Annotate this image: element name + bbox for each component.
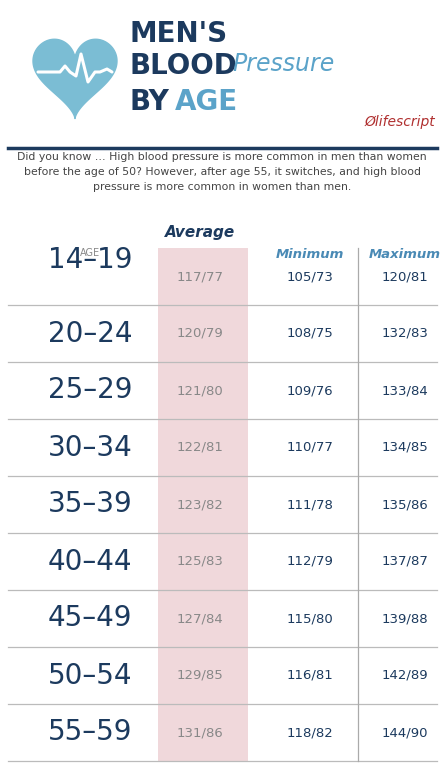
- Text: 123/82: 123/82: [177, 498, 223, 511]
- Text: AGE: AGE: [175, 88, 238, 116]
- Text: 133/84: 133/84: [382, 384, 429, 397]
- Text: BY: BY: [130, 88, 170, 116]
- Text: 134/85: 134/85: [382, 441, 429, 454]
- Text: Pressure: Pressure: [232, 52, 334, 76]
- Text: 112/79: 112/79: [287, 555, 333, 568]
- Text: 35–39: 35–39: [48, 491, 132, 518]
- Text: Ølifescript: Ølifescript: [364, 115, 435, 129]
- Text: 129/85: 129/85: [177, 669, 223, 682]
- Text: 144/90: 144/90: [382, 726, 428, 739]
- Text: 110/77: 110/77: [287, 441, 333, 454]
- Text: 137/87: 137/87: [381, 555, 429, 568]
- Text: 121/80: 121/80: [177, 384, 223, 397]
- Text: MEN'S: MEN'S: [130, 20, 228, 48]
- Text: 108/75: 108/75: [287, 327, 333, 340]
- Text: Maximum: Maximum: [369, 248, 441, 261]
- Text: 118/82: 118/82: [287, 726, 333, 739]
- Text: 105/73: 105/73: [287, 270, 333, 283]
- Text: 142/89: 142/89: [382, 669, 429, 682]
- Text: 132/83: 132/83: [381, 327, 429, 340]
- Text: 55–59: 55–59: [48, 719, 132, 746]
- Text: 116/81: 116/81: [287, 669, 333, 682]
- Text: 14–19: 14–19: [48, 246, 132, 274]
- Text: 50–54: 50–54: [48, 661, 132, 690]
- Text: 20–24: 20–24: [48, 320, 132, 347]
- Text: 117/77: 117/77: [177, 270, 223, 283]
- Text: 109/76: 109/76: [287, 384, 333, 397]
- Text: 115/80: 115/80: [287, 612, 333, 625]
- FancyBboxPatch shape: [158, 248, 248, 761]
- Text: 125/83: 125/83: [177, 555, 223, 568]
- Text: 40–44: 40–44: [48, 548, 132, 575]
- Polygon shape: [33, 39, 117, 119]
- Text: BLOOD: BLOOD: [130, 52, 238, 80]
- Text: 25–29: 25–29: [48, 377, 132, 404]
- Text: 135/86: 135/86: [382, 498, 429, 511]
- Text: 139/88: 139/88: [382, 612, 429, 625]
- Text: Did you know … High blood pressure is more common in men than women
before the a: Did you know … High blood pressure is mo…: [17, 152, 427, 192]
- Text: Minimum: Minimum: [276, 248, 344, 261]
- Text: 131/86: 131/86: [177, 726, 223, 739]
- Text: 120/81: 120/81: [382, 270, 429, 283]
- Text: Average: Average: [165, 225, 235, 240]
- Text: 120/79: 120/79: [177, 327, 223, 340]
- Text: AGE: AGE: [80, 248, 100, 258]
- Text: 122/81: 122/81: [177, 441, 223, 454]
- Text: 111/78: 111/78: [287, 498, 333, 511]
- FancyBboxPatch shape: [0, 0, 445, 155]
- Text: 127/84: 127/84: [177, 612, 223, 625]
- Text: 45–49: 45–49: [48, 604, 132, 633]
- Text: 30–34: 30–34: [48, 433, 132, 462]
